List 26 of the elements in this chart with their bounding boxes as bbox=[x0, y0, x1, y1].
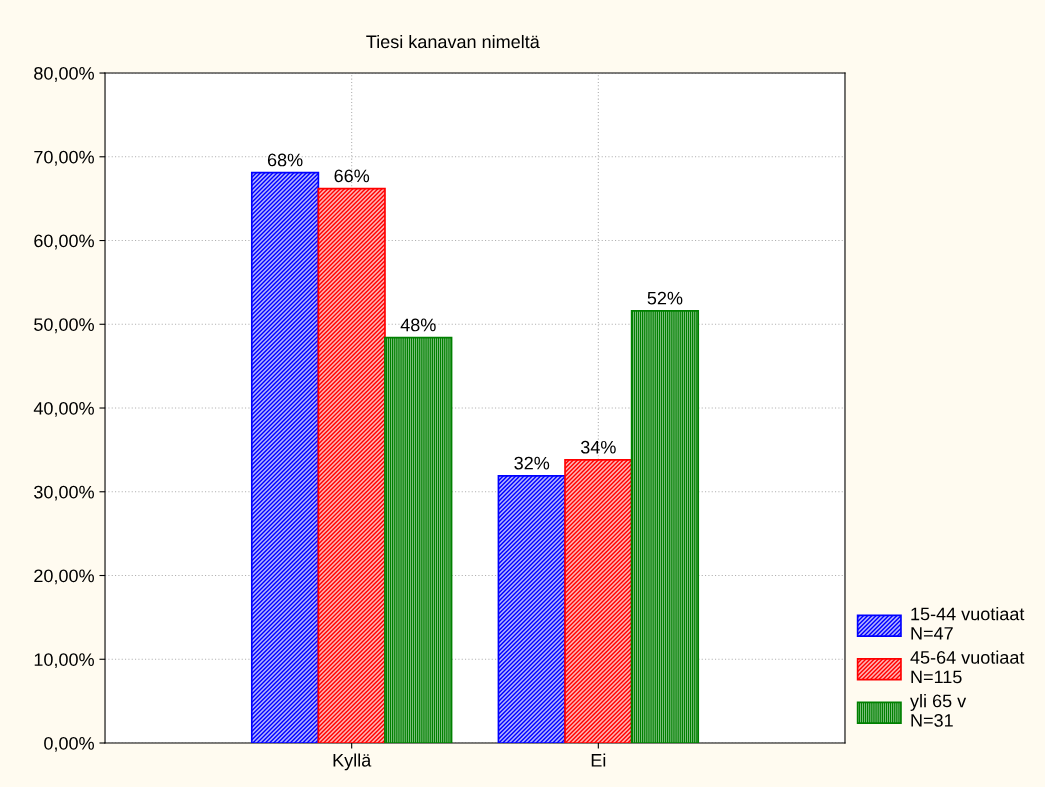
y-tick-label: 50,00% bbox=[34, 318, 94, 334]
data-label: 68% bbox=[267, 153, 303, 167]
bar bbox=[384, 336, 453, 744]
data-label: 52% bbox=[647, 291, 683, 305]
bar bbox=[564, 459, 633, 744]
x-tick-label: Kyllä bbox=[333, 753, 372, 771]
y-tick-label: 10,00% bbox=[34, 653, 94, 669]
bar bbox=[497, 475, 566, 744]
y-tick-label: 0,00% bbox=[44, 736, 94, 752]
y-tick-label: 20,00% bbox=[34, 569, 94, 585]
legend-label: 15-44 vuotiaat N=47 bbox=[911, 607, 1025, 640]
y-tick-label: 40,00% bbox=[33, 401, 94, 417]
data-label: 32% bbox=[514, 456, 550, 470]
y-tick-label: 60,00% bbox=[34, 234, 94, 250]
y-tick-label: 70,00% bbox=[34, 150, 94, 166]
data-label: 34% bbox=[580, 440, 616, 454]
chart-title: Tiesi kanavan nimeltä bbox=[366, 34, 540, 49]
y-tick-label: 30,00% bbox=[34, 485, 94, 501]
bar bbox=[630, 310, 700, 744]
bar bbox=[250, 171, 320, 744]
legend-label: yli 65 v N=31 bbox=[910, 694, 967, 727]
data-label: 48% bbox=[400, 318, 436, 332]
y-tick-label: 80,00% bbox=[34, 66, 94, 82]
data-label: 66% bbox=[334, 169, 370, 183]
x-tick-label: Ei bbox=[591, 753, 606, 767]
bar bbox=[317, 187, 386, 744]
